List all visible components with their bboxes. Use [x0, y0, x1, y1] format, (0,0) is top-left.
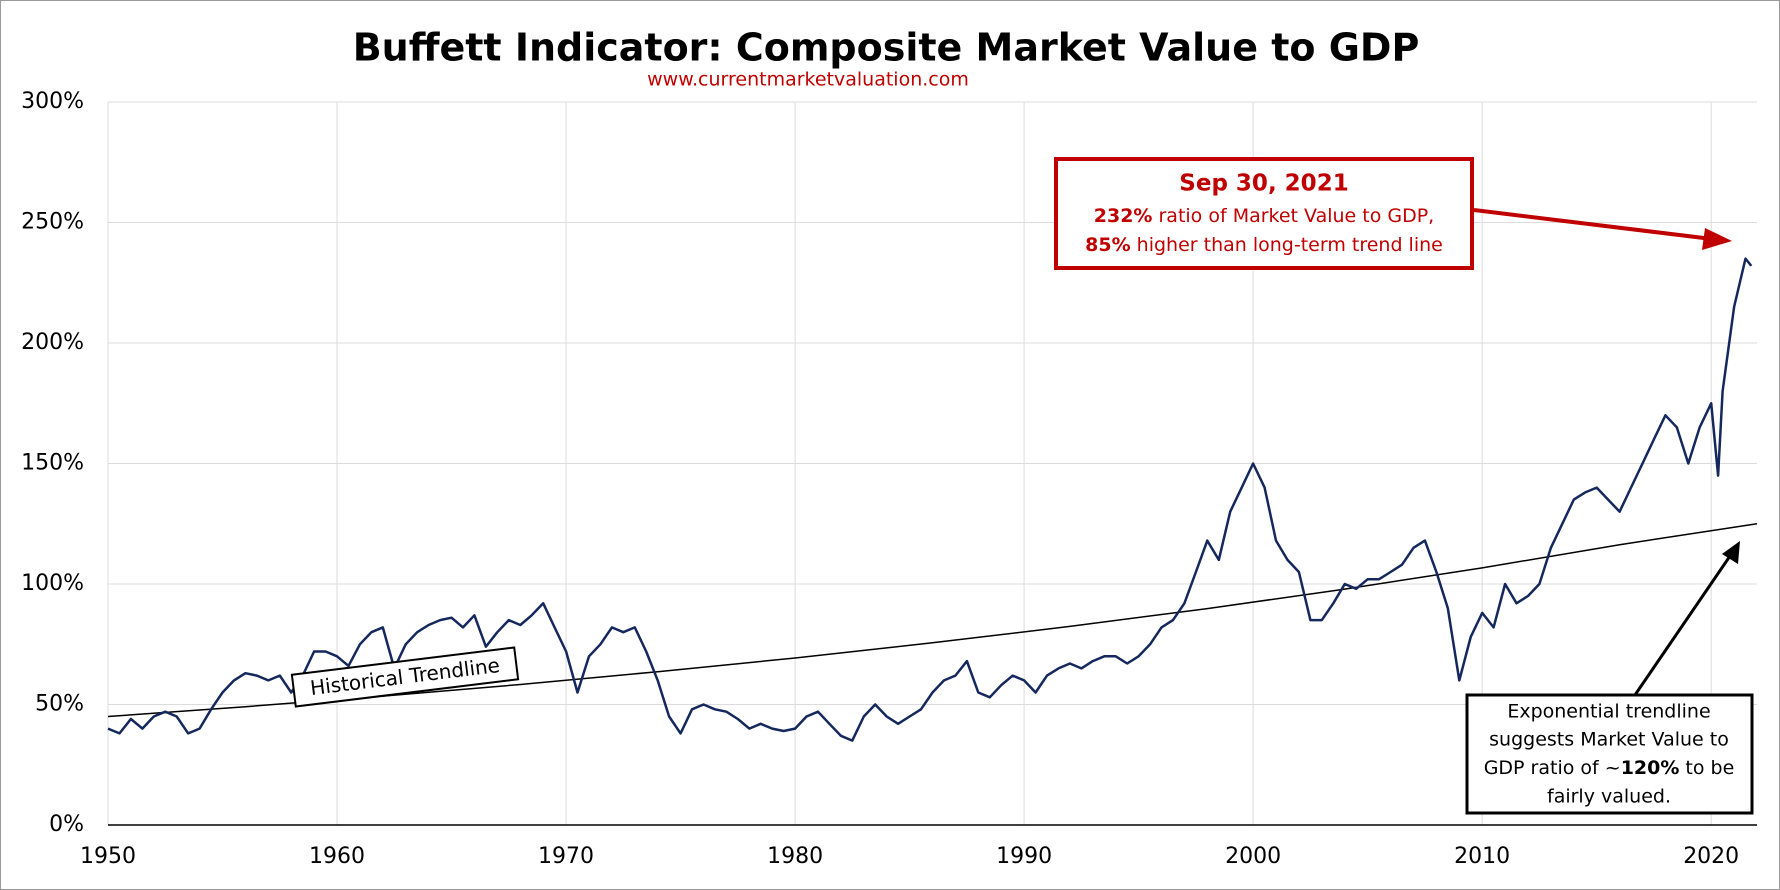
callout-bold: 232%	[1094, 205, 1153, 227]
y-tick-label: 0%	[49, 812, 84, 837]
y-tick-label: 300%	[21, 89, 84, 114]
callout-line: 85% higher than long-term trend line	[1085, 234, 1443, 256]
x-tick-label: 2010	[1454, 844, 1510, 869]
callout-arrow	[1473, 208, 1713, 241]
x-tick-label: 1990	[996, 844, 1052, 869]
y-tick-label: 100%	[21, 571, 84, 596]
x-tick-label: 2000	[1225, 844, 1281, 869]
chart-title: Buffett Indicator: Composite Market Valu…	[353, 26, 1420, 70]
callout-line: 232% ratio of Market Value to GDP,	[1094, 205, 1434, 227]
y-tick-label: 200%	[21, 330, 84, 355]
y-tick-label: 50%	[35, 692, 84, 717]
note-box	[1465, 693, 1754, 815]
chart-subtitle: www.currentmarketvaluation.com	[647, 69, 969, 91]
x-tick-label: 1970	[538, 844, 594, 869]
note-text: suggests Market Value to	[1489, 729, 1729, 751]
callout-text: ratio of Market Value to GDP,	[1152, 205, 1434, 227]
callout-bold: 85%	[1085, 234, 1130, 256]
note: Exponential trendline suggests Market Va…	[1465, 541, 1754, 815]
y-tick-label: 150%	[21, 451, 84, 476]
x-tick-label: 1960	[309, 844, 365, 869]
note-arrow	[1633, 555, 1732, 696]
note-text: GDP ratio of ~120% to be	[1484, 757, 1735, 779]
y-tick-label: 250%	[21, 210, 84, 235]
plot-area: 0% 50% 100% 150% 200% 250% 300% 1950 1960 1970 198…	[21, 89, 1758, 869]
note-part: to be	[1679, 757, 1734, 779]
arrow-head	[1722, 541, 1740, 564]
callout-box	[1054, 157, 1474, 270]
x-tick-label: 1950	[80, 844, 136, 869]
callout-date: Sep 30, 2021	[1179, 171, 1348, 197]
note-part: GDP ratio of ~	[1484, 757, 1621, 779]
trend-label-box	[290, 646, 520, 708]
note-bold: 120%	[1621, 757, 1680, 779]
arrow-head	[1702, 228, 1732, 250]
x-tick-label: 2020	[1683, 844, 1739, 869]
data-line	[107, 257, 1753, 742]
callout-text: higher than long-term trend line	[1131, 234, 1443, 256]
note-text: Exponential trendline	[1507, 701, 1710, 723]
note-text: fairly valued.	[1547, 786, 1671, 808]
callout: Sep 30, 2021 232% ratio of Market Value …	[1054, 157, 1732, 270]
x-tick-label: 1980	[767, 844, 823, 869]
